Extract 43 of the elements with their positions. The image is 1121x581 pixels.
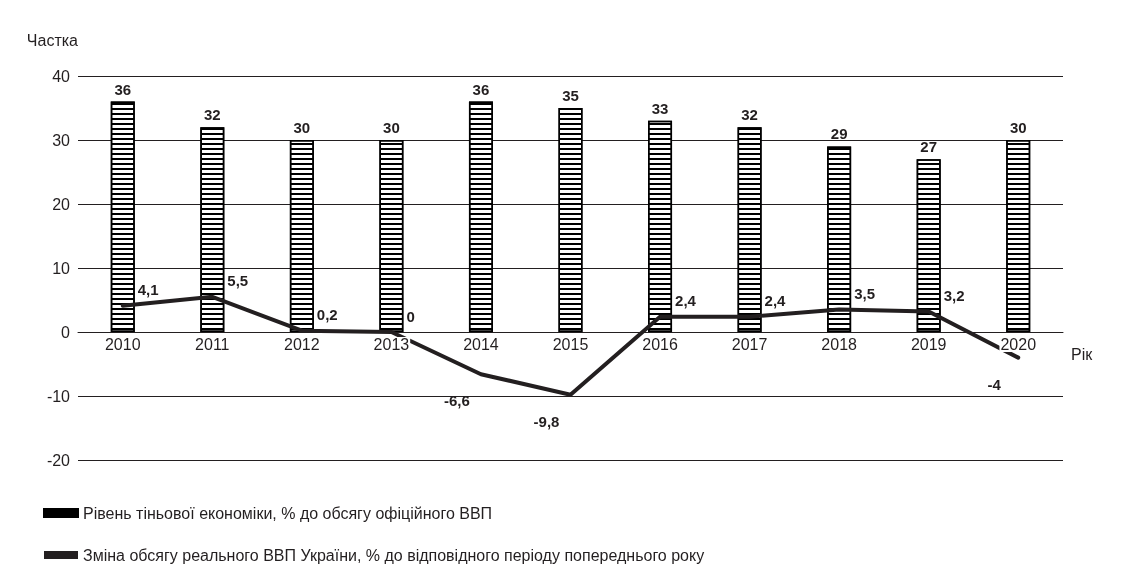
x-tick-label: 2016 — [642, 336, 678, 353]
data-label: 3,2 — [943, 287, 965, 305]
data-label: 0 — [406, 307, 415, 325]
data-label: 36 — [114, 80, 132, 98]
x-tick-label: 2014 — [463, 336, 499, 353]
x-tick-label: 2011 — [195, 336, 230, 353]
data-label: 32 — [741, 106, 758, 124]
data-label: -4 — [987, 375, 1002, 393]
data-label: 30 — [293, 119, 311, 136]
x-axis-title: Рік — [1071, 345, 1094, 363]
y-tick-label: 40 — [52, 67, 71, 85]
legend-label: Рівень тіньової економіки, % до обсягу офіційного ВВП — [83, 504, 493, 522]
data-label: 36 — [472, 80, 490, 98]
data-label: 4,1 — [137, 281, 159, 299]
legend-label: Зміна обсягу реального ВВП України, % до відповідного періоду попереднього року — [83, 546, 705, 564]
data-label: 0,2 — [316, 306, 338, 324]
x-tick-label: 2013 — [373, 336, 410, 353]
x-tick-label: 2017 — [731, 336, 768, 353]
data-label: 32 — [203, 106, 221, 124]
y-tick-label: 0 — [61, 323, 71, 341]
data-label: -9,8 — [533, 412, 560, 430]
x-tick-label: 2020 — [1000, 336, 1037, 353]
data-label: 2,4 — [675, 292, 697, 310]
x-tick-label: 2015 — [552, 336, 589, 353]
data-label: 27 — [920, 138, 938, 156]
data-label: 29 — [830, 125, 848, 143]
y-tick-label: 30 — [52, 131, 71, 149]
y-tick-label: -10 — [46, 387, 71, 405]
x-tick-label: 2019 — [910, 336, 947, 353]
data-label: 3,5 — [854, 285, 875, 303]
y-tick-label: -20 — [46, 451, 71, 469]
x-tick-label: 2010 — [104, 336, 141, 353]
y-tick-label: 20 — [52, 195, 71, 213]
y-axis-title: Частка — [26, 31, 79, 49]
data-label: 30 — [1009, 119, 1027, 136]
data-label: 35 — [562, 87, 579, 104]
data-label: 2,4 — [764, 292, 787, 310]
data-label: 33 — [651, 99, 669, 117]
y-tick-label: 10 — [52, 259, 71, 277]
data-label: 30 — [383, 119, 400, 136]
x-tick-label: 2012 — [284, 336, 320, 353]
x-tick-label: 2018 — [821, 336, 858, 353]
data-label: 5,5 — [227, 272, 249, 290]
